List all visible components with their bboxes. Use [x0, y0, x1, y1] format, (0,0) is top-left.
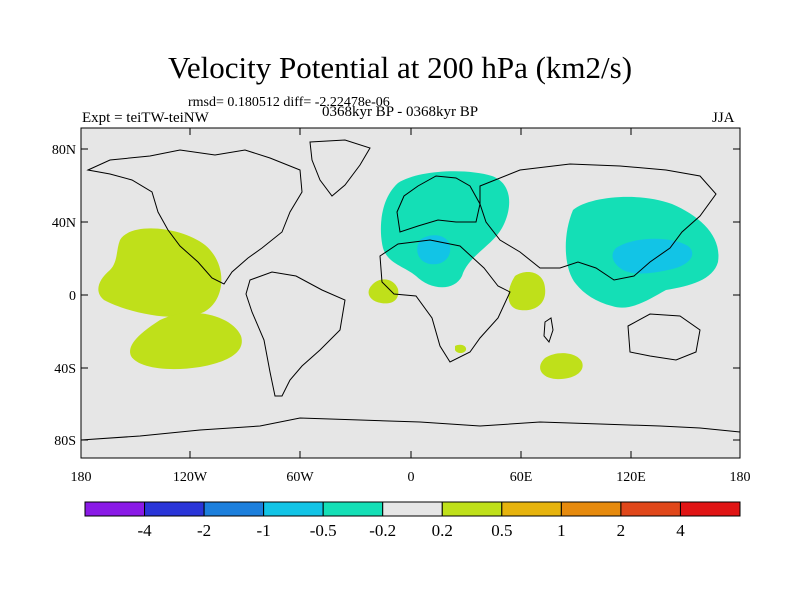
colorbar-swatch — [263, 501, 324, 517]
lat-label: 0 — [69, 289, 76, 304]
coastline-europe — [396, 175, 481, 233]
contour-fills — [98, 171, 719, 380]
colorbar-swatch — [620, 501, 681, 517]
colorbar-labels: -4 -2 -1 -0.5 -0.2 0.2 0.5 1 2 4 — [137, 521, 685, 540]
colorbar-swatch — [441, 501, 503, 517]
colorbar — [84, 501, 741, 517]
lon-label: 60W — [286, 470, 314, 485]
colorbar-label: 0.5 — [491, 521, 512, 540]
positive-anomaly-west-africa — [368, 279, 399, 304]
plot-title: Velocity Potential at 200 hPa (km2/s) — [167, 50, 633, 85]
coastline-antarctica — [80, 417, 741, 441]
colorbar-label: -0.5 — [310, 521, 337, 540]
lon-label: 60E — [510, 470, 533, 485]
coastlines — [80, 139, 741, 441]
lon-label: 0 — [408, 470, 415, 485]
lat-label: 40N — [52, 216, 76, 231]
colorbar-label: 1 — [557, 521, 566, 540]
colorbar-label: -1 — [257, 521, 271, 540]
lat-label: 40S — [54, 362, 76, 377]
lat-label: 80S — [54, 434, 76, 449]
positive-anomaly-east-africa — [508, 272, 546, 311]
season-label: JJA — [712, 110, 735, 126]
colorbar-swatch — [322, 501, 384, 517]
colorbar-swatch — [84, 501, 146, 517]
colorbar-swatch — [382, 501, 443, 517]
experiment-label: Expt = teiTW-teiNW — [82, 110, 209, 126]
colorbar-label: 4 — [676, 521, 685, 540]
colorbar-swatch — [679, 501, 741, 517]
coastline-australia — [627, 313, 701, 361]
positive-anomaly-south-indian — [540, 353, 583, 380]
colorbar-swatch — [501, 501, 562, 517]
coastline-greenland — [309, 139, 371, 197]
colorbar-label: -4 — [137, 521, 152, 540]
strong-negative-mediterranean — [417, 235, 451, 265]
coastline-north-america — [86, 149, 303, 285]
coastline-asia — [479, 163, 717, 281]
colorbar-label: 0.2 — [432, 521, 453, 540]
period-label: 0368kyr BP - 0368kyr BP — [321, 104, 479, 120]
lon-label: 120E — [616, 470, 646, 485]
lon-label: 180 — [730, 470, 751, 485]
lon-label: 120W — [173, 470, 208, 485]
coastline-madagascar — [543, 317, 554, 344]
colorbar-label: 2 — [617, 521, 626, 540]
colorbar-swatch — [560, 501, 622, 517]
colorbar-swatch — [203, 501, 265, 517]
lat-label: 80N — [52, 143, 76, 158]
lon-labels: 180 120W 60W 0 60E 120E 180 — [71, 470, 751, 485]
lon-tick-marks — [189, 128, 632, 458]
colorbar-label: -2 — [197, 521, 211, 540]
positive-anomaly-south-africa — [455, 344, 467, 353]
lat-tick-marks — [81, 148, 740, 441]
lon-label: 180 — [71, 470, 92, 485]
positive-anomaly-pacific-south — [130, 312, 242, 370]
coastline-africa — [379, 239, 511, 363]
lat-labels: 80N 40N 0 40S 80S — [52, 143, 76, 449]
coastline-south-america — [245, 271, 346, 397]
stats-line: rmsd= 0.180512 diff= -2.22478e-06 — [188, 95, 390, 110]
positive-anomaly-pacific-north — [98, 228, 222, 317]
negative-anomaly-eurasia — [380, 171, 510, 288]
colorbar-label: -0.2 — [369, 521, 396, 540]
strong-negative-west-pacific — [612, 238, 693, 274]
colorbar-swatch — [144, 501, 205, 517]
